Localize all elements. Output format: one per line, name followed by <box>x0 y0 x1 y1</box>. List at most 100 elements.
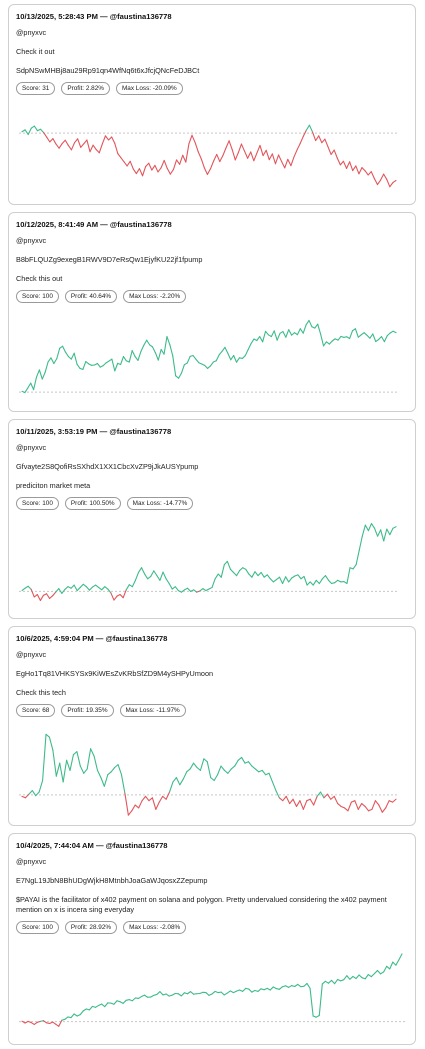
price-segment <box>110 766 116 773</box>
price-segment <box>134 355 139 361</box>
price-segment <box>186 587 192 592</box>
price-segment <box>195 358 200 364</box>
price-segment <box>275 576 281 581</box>
author-link[interactable]: @faustina136778 <box>109 427 172 436</box>
call-card[interactable]: 10/13/2025, 5:28:43 PM — @faustina136778… <box>8 4 416 205</box>
price-segment <box>334 978 339 985</box>
card-header: 10/6/2025, 4:59:04 PM — @faustina136778 <box>16 634 168 643</box>
max-loss-badge: Max Loss: -2.08% <box>123 921 187 934</box>
price-segment <box>168 582 173 590</box>
price-segment <box>188 134 193 145</box>
author-link[interactable]: @faustina136778 <box>109 220 172 229</box>
price-segment <box>76 586 81 592</box>
price-segment <box>244 349 249 357</box>
score-badge: Score: 31 <box>16 82 56 95</box>
call-card[interactable]: 10/4/2025, 7:44:04 AM — @faustina136778 … <box>8 833 416 1045</box>
price-segment <box>33 125 39 132</box>
price-segment <box>207 365 211 369</box>
caller-handle[interactable]: @pnyxvc <box>16 443 47 452</box>
price-segment <box>82 1008 87 1012</box>
price-segment <box>199 758 205 771</box>
price-segment <box>222 147 227 157</box>
price-segment <box>266 987 271 991</box>
contract-address[interactable]: E7NgL19JbN8BhUDgWjkH8MtnbhJoaGaWJqosxZZe… <box>16 876 208 885</box>
price-segment <box>278 576 284 585</box>
caller-handle[interactable]: @pnyxvc <box>16 28 47 37</box>
price-segment <box>172 777 177 783</box>
call-card[interactable]: 10/12/2025, 8:41:49 AM — @faustina136778… <box>8 212 416 412</box>
price-segment <box>73 352 78 365</box>
price-segment <box>383 965 388 973</box>
price-segment <box>62 759 68 783</box>
price-segment <box>91 584 97 588</box>
price-segment <box>93 755 99 771</box>
price-segment <box>175 375 180 379</box>
price-segment <box>253 152 258 162</box>
caller-handle[interactable]: @pnyxvc <box>16 857 47 866</box>
price-segment <box>383 528 388 542</box>
call-card[interactable]: 10/11/2025, 3:53:19 PM — @faustina136778… <box>8 419 416 619</box>
price-segment <box>373 969 379 975</box>
price-segment <box>135 168 140 175</box>
price-segment <box>226 990 231 994</box>
price-segment <box>79 583 84 588</box>
author-link[interactable]: @faustina136778 <box>109 12 172 21</box>
price-segment <box>236 569 241 577</box>
price-segment <box>279 330 284 334</box>
price-segment <box>237 143 242 154</box>
price-segment <box>364 170 369 176</box>
price-segment <box>215 354 220 362</box>
price-segment <box>86 139 91 153</box>
price-segment <box>254 571 259 577</box>
price-segment <box>331 338 336 342</box>
price-segment <box>160 159 165 169</box>
price-segment <box>216 153 221 163</box>
price-segment <box>346 336 351 340</box>
call-note: Check it out <box>16 47 55 56</box>
price-segment <box>76 1014 81 1017</box>
price-segment <box>232 571 238 577</box>
call-card[interactable]: 10/6/2025, 4:59:04 PM — @faustina136778 … <box>8 626 416 826</box>
price-segment <box>248 573 253 578</box>
price-segment <box>214 573 219 580</box>
price-segment <box>295 800 301 808</box>
caller-handle[interactable]: @pnyxvc <box>16 650 47 659</box>
price-segment <box>36 593 41 601</box>
price-segment <box>165 791 171 800</box>
price-segment <box>197 151 202 160</box>
price-segment <box>192 354 197 360</box>
price-segment <box>217 765 222 776</box>
price-segment <box>227 768 232 774</box>
price-segment <box>185 143 190 163</box>
price-segment <box>258 769 263 773</box>
stats-row: Score: 100 Profit: 40.64% Max Loss: -2.2… <box>16 290 408 303</box>
price-segment <box>361 803 366 808</box>
price-segment <box>355 165 360 175</box>
price-segment <box>232 990 238 994</box>
price-segment <box>367 523 373 532</box>
price-segment <box>333 149 338 159</box>
price-segment <box>55 1023 60 1027</box>
price-segment <box>21 795 26 799</box>
price-segment <box>242 987 247 992</box>
stats-row: Score: 100 Profit: 100.50% Max Loss: -14… <box>16 497 408 510</box>
author-link[interactable]: @faustina136778 <box>105 634 168 643</box>
price-segment <box>326 793 332 800</box>
contract-address[interactable]: Gfvayte2S8QofiRsSXhdX1XX1CbcXvZP9jJkAUSY… <box>16 462 199 471</box>
price-segment <box>53 358 58 365</box>
price-segment <box>234 151 239 161</box>
contract-address[interactable]: B8bFLQUZg9exegB1RWV9D7eRsQw1EjyfKU22jf1f… <box>16 255 203 264</box>
price-segment <box>150 994 155 998</box>
call-note: Check this out <box>16 274 63 283</box>
contract-address[interactable]: SdpNSwMHBj8au29Rp91qn4WfNq6t6xJfcjQNcFeD… <box>16 66 200 75</box>
price-segment <box>282 330 287 338</box>
price-segment <box>41 371 46 380</box>
price-segment <box>316 791 322 797</box>
contract-address[interactable]: EgHo1Tq81VHKSYSx9KiWEsZvKRbSfZD9M4ySHPyU… <box>16 669 214 678</box>
price-segment <box>305 124 311 131</box>
price-segment <box>209 361 214 367</box>
price-segment <box>59 345 64 349</box>
price-segment <box>389 182 394 188</box>
caller-handle[interactable]: @pnyxvc <box>16 236 47 245</box>
author-link[interactable]: @faustina136778 <box>105 841 168 850</box>
